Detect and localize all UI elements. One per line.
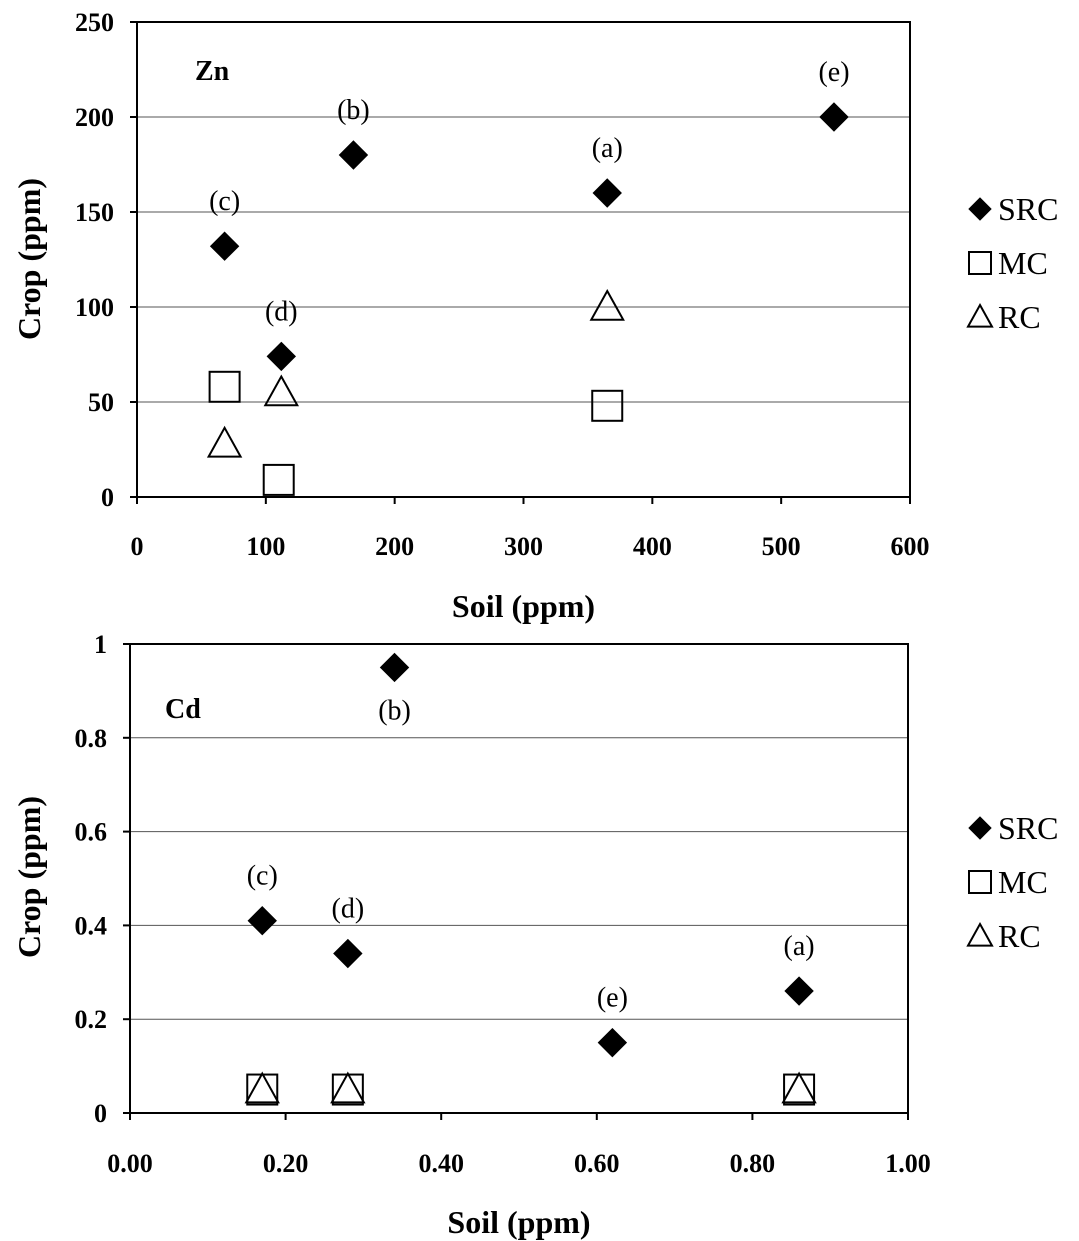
mc-point [208, 370, 241, 403]
chart-zn: 0 50 100 150 200 250 0 100 200 300 400 500 600 Soil (… [11, 8, 1058, 624]
x-tick-label: 1.00 [885, 1149, 931, 1178]
x-tick-label: 400 [633, 532, 672, 561]
mc-point [591, 389, 624, 422]
mc-point [246, 1073, 279, 1106]
legend-marker-mc [968, 251, 992, 275]
rc-point [263, 374, 299, 407]
rc-point [330, 1071, 366, 1104]
mc-point [331, 1073, 364, 1106]
panel-label: Zn [195, 56, 230, 87]
legend-marker-mc [968, 870, 992, 894]
rc-point [781, 1071, 817, 1104]
x-tick-label: 600 [891, 532, 930, 561]
legend-label-mc: MC [998, 864, 1048, 900]
y-tick-label: 0.6 [75, 818, 108, 847]
y-tick-label: 250 [75, 8, 114, 37]
legend-marker-rc [966, 302, 994, 328]
y-tick-label: 0.4 [75, 911, 108, 940]
rc-point [206, 425, 243, 458]
src-point [333, 938, 363, 969]
legend-marker-src [968, 197, 992, 221]
legend-label-src: SRC [998, 191, 1058, 227]
legend-marker-rc [966, 921, 994, 947]
mc-point [783, 1073, 816, 1106]
chart-cd: 0 0.2 0.4 0.6 0.8 1 0.00 0.20 0.40 0.60 0.80 1.00 So… [11, 630, 1058, 1240]
mc-point [262, 463, 295, 496]
x-tick-label: 0.80 [730, 1149, 776, 1178]
legend-label-rc: RC [998, 918, 1041, 954]
point-label: (c) [209, 186, 240, 217]
y-tick-label: 1 [94, 630, 107, 659]
point-label: (a) [592, 133, 623, 164]
src-point [784, 976, 814, 1006]
plot-area [136, 21, 911, 498]
rc-point [244, 1071, 280, 1104]
point-label: (d) [332, 894, 365, 925]
point-label: (a) [784, 931, 815, 962]
src-point [592, 178, 622, 208]
y-tick-label: 200 [75, 103, 114, 132]
src-point [379, 652, 410, 683]
src-point [338, 140, 369, 170]
plot-area [129, 643, 909, 1114]
legend-label-rc: RC [998, 299, 1041, 335]
y-axis-title: Crop (ppm) [11, 178, 47, 340]
src-point [209, 231, 240, 261]
src-point [266, 341, 297, 372]
x-tick-label: 0.00 [107, 1149, 153, 1178]
src-point [597, 1027, 628, 1058]
y-tick-label: 50 [88, 388, 114, 417]
y-tick-label: 100 [75, 293, 114, 322]
src-point [247, 906, 277, 936]
point-label: (e) [818, 57, 849, 88]
x-tick-label: 0 [131, 532, 144, 561]
x-tick-label: 300 [504, 532, 543, 561]
x-tick-label: 0.40 [418, 1149, 464, 1178]
x-tick-label: 0.20 [263, 1149, 309, 1178]
y-tick-label: 0.8 [75, 724, 108, 753]
y-axis-title: Crop (ppm) [11, 796, 47, 958]
x-tick-label: 0.60 [574, 1149, 620, 1178]
y-tick-label: 0 [101, 483, 114, 512]
point-label: (b) [337, 95, 370, 126]
x-axis-title: Soil (ppm) [452, 588, 595, 624]
point-label: (c) [247, 861, 278, 892]
y-tick-label: 0 [94, 1099, 107, 1128]
src-point [819, 102, 849, 132]
point-label: (e) [597, 983, 628, 1014]
legend-marker-src [968, 816, 992, 840]
x-tick-label: 500 [762, 532, 801, 561]
point-label: (b) [378, 695, 411, 726]
panel-label: Cd [165, 694, 201, 725]
point-label: (d) [265, 296, 298, 327]
y-tick-label: 0.2 [75, 1005, 108, 1034]
y-tick-label: 150 [75, 198, 114, 227]
legend-label-mc: MC [998, 245, 1048, 281]
legend-label-src: SRC [998, 810, 1058, 846]
rc-point [589, 288, 625, 321]
x-axis-title: Soil (ppm) [447, 1204, 590, 1240]
x-tick-label: 200 [375, 532, 414, 561]
x-tick-label: 100 [246, 532, 285, 561]
